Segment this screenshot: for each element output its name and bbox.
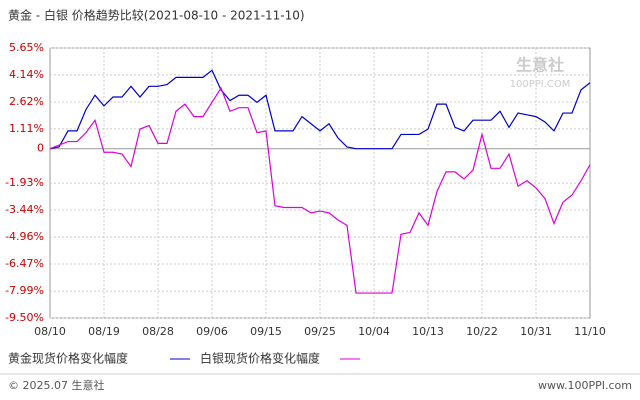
x-tick-label: 09/06 — [196, 325, 228, 338]
x-tick-label: 11/10 — [574, 325, 606, 338]
series-line — [49, 86, 591, 294]
y-tick-label: -3.44% — [5, 203, 44, 216]
footer: www.100PPI.com — [538, 379, 632, 392]
x-tick-label: 10/13 — [412, 325, 444, 338]
y-tick-label: -9.50% — [5, 311, 44, 324]
series-line — [49, 69, 591, 150]
y-tick-label: -4.96% — [5, 230, 44, 243]
y-tick-label: 0 — [37, 142, 44, 155]
x-tick-label: 08/28 — [142, 325, 174, 338]
y-tick-label: -6.47% — [5, 257, 44, 270]
x-tick-label: 10/04 — [358, 325, 390, 338]
y-tick-label: -1.93% — [5, 176, 44, 189]
x-tick-label: 08/19 — [88, 325, 120, 338]
x-tick-label: 08/10 — [34, 325, 66, 338]
y-tick-label: 4.14% — [9, 68, 44, 81]
legend-entry: 白银现货价格变化幅度 — [200, 351, 320, 366]
x-tick-label: 10/31 — [520, 325, 552, 338]
footer: © 2025.07 生意社 — [8, 378, 104, 392]
y-tick-label: -7.99% — [5, 284, 44, 297]
y-tick-label: 5.65% — [9, 41, 44, 54]
y-tick-label: 1.11% — [9, 122, 44, 135]
y-tick-label: 2.62% — [9, 95, 44, 108]
watermark: 100PPI.COM — [510, 79, 571, 90]
x-tick-label: 09/25 — [304, 325, 336, 338]
chart-title: 黄金 - 白银 价格趋势比较(2021-08-10 - 2021-11-10) — [8, 8, 305, 23]
x-tick-label: 09/15 — [250, 325, 282, 338]
watermark: 生意社 — [516, 56, 564, 75]
legend-entry: 黄金现货价格变化幅度 — [8, 351, 128, 366]
x-tick-label: 10/22 — [466, 325, 498, 338]
